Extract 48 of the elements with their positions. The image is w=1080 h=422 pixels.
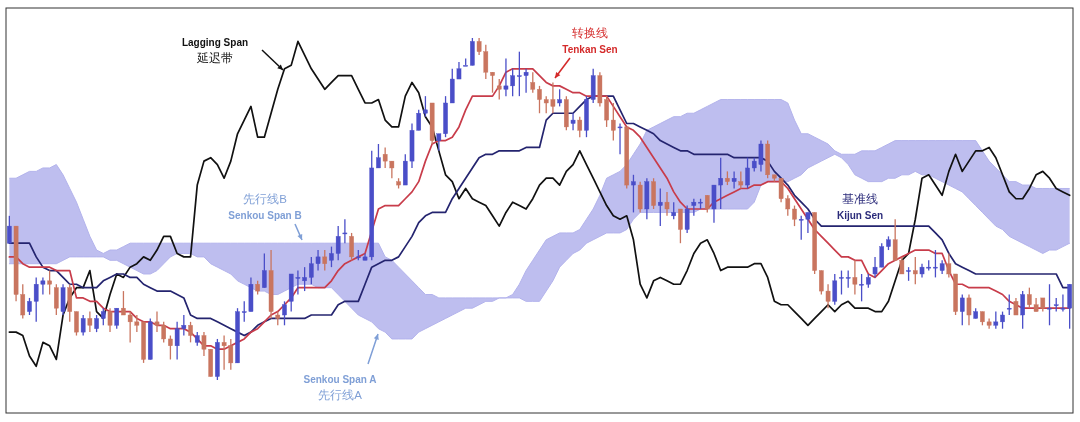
candlestick xyxy=(7,215,12,244)
candlestick xyxy=(832,273,838,306)
candlestick xyxy=(745,157,750,190)
candlestick xyxy=(107,307,113,333)
candlestick xyxy=(577,116,583,138)
candlestick xyxy=(496,78,502,101)
candlestick xyxy=(322,249,328,272)
candlestick xyxy=(470,37,475,67)
candlestick xyxy=(376,143,381,169)
candlestick xyxy=(611,102,616,142)
candlestick xyxy=(262,252,267,289)
candlestick xyxy=(570,112,576,131)
candlestick xyxy=(678,208,683,244)
candlestick xyxy=(168,334,173,361)
candlestick xyxy=(188,321,193,344)
candlestick xyxy=(423,95,428,118)
candlestick xyxy=(859,273,864,302)
candlestick xyxy=(282,300,287,326)
candlestick xyxy=(631,174,636,214)
candlestick xyxy=(852,259,858,296)
candlestick xyxy=(617,122,623,155)
annotation: Senkou Span A 先行线A xyxy=(303,374,377,401)
annotation: 基准线 Kijun Sen xyxy=(836,193,884,221)
annotation: 转换线 Tenkan Sen xyxy=(562,27,618,55)
candlestick xyxy=(47,269,52,296)
candlestick xyxy=(87,310,93,333)
candlestick xyxy=(1020,290,1025,330)
candlestick xyxy=(60,283,66,316)
candlestick xyxy=(114,307,120,330)
candlestick xyxy=(74,310,79,337)
candlestick xyxy=(913,256,918,285)
candlestick xyxy=(67,283,73,323)
candlestick xyxy=(959,293,965,326)
candlestick xyxy=(664,191,670,217)
candlestick xyxy=(731,170,737,190)
candlestick xyxy=(684,204,690,234)
candlestick xyxy=(349,232,354,261)
candlestick xyxy=(966,293,972,326)
candlestick xyxy=(342,218,348,244)
candlestick xyxy=(637,180,643,214)
candlestick xyxy=(1006,293,1012,316)
annotation: Lagging Span 延迟带 xyxy=(181,37,249,64)
candlestick xyxy=(651,177,656,210)
annotation: 先行线B Senkou Span B xyxy=(228,193,302,221)
candlestick xyxy=(658,187,663,227)
candlestick xyxy=(1047,283,1052,326)
candlestick xyxy=(54,283,59,316)
candlestick xyxy=(80,314,86,337)
